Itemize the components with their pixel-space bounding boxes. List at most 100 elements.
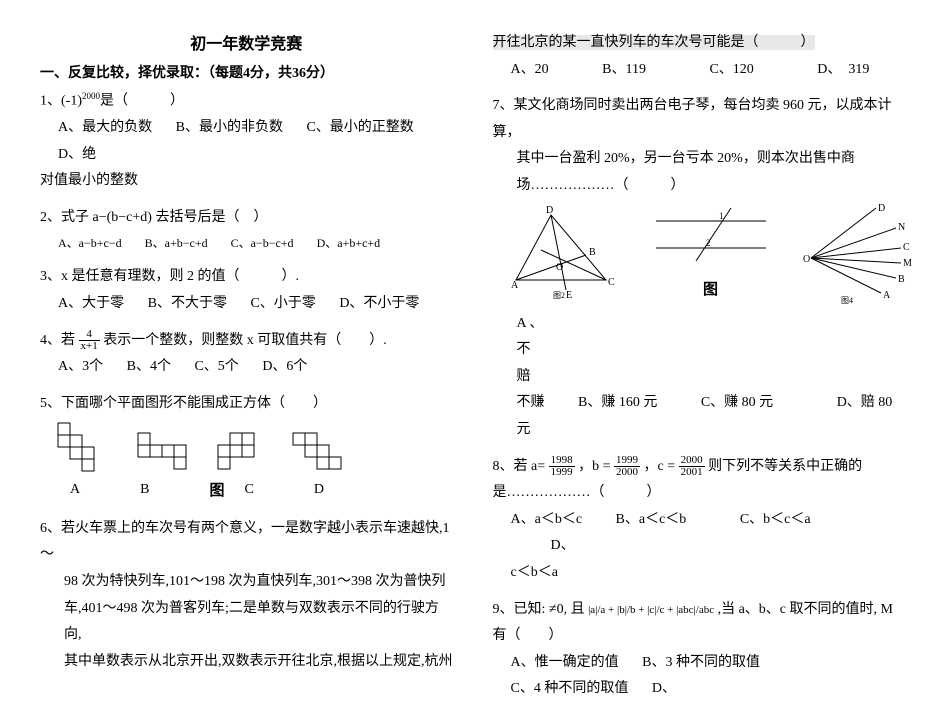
q2-options: A、a−b+c−d B、a+b−c+d C、a−b−c+d D、a+b+c+d bbox=[40, 232, 453, 255]
question-1: 1、(-1)2000是（ ） A、最大的负数 B、最小的非负数 C、最小的正整数… bbox=[40, 88, 453, 195]
q1-optC: C、最小的正整数 bbox=[306, 120, 413, 135]
cube-net-d bbox=[293, 433, 353, 473]
q2-optA: A、a−b+c−d bbox=[58, 236, 122, 250]
q1-exp: 2000 bbox=[82, 91, 100, 101]
q4-stem-line: 4、若 4 x+1 表示一个整数，则整数 x 可取值共有（ ）. bbox=[40, 328, 453, 355]
tri-C: C bbox=[608, 277, 615, 288]
q8-stem1: 8、若 a= bbox=[493, 459, 546, 474]
q8-optC: C、b＜c＜a bbox=[740, 512, 811, 527]
q4-optC: C、5个 bbox=[194, 359, 238, 374]
q7-optD2: 元 bbox=[493, 422, 531, 437]
ray-D: D bbox=[878, 203, 885, 214]
question-4: 4、若 4 x+1 表示一个整数，则整数 x 可取值共有（ ）. A、3个 B、… bbox=[40, 328, 453, 381]
q4-frac-den: x+1 bbox=[79, 341, 100, 352]
question-7: 7、某文化商场同时卖出两台电子琴，每台均卖 960 元，以成本计算， 其中一台盈… bbox=[493, 93, 906, 443]
q1-options: A、最大的负数 B、最小的非负数 C、最小的正整数 D、绝 bbox=[40, 115, 453, 168]
q4-options: A、3个 B、4个 C、5个 D、6个 bbox=[40, 354, 453, 381]
ray-C: C bbox=[903, 242, 910, 253]
q5-labelC: C bbox=[244, 477, 253, 506]
q3-optD: D、不小于零 bbox=[339, 296, 419, 311]
q2-optC: C、a−b−c+d bbox=[231, 236, 294, 250]
q8-stem3: ，c = bbox=[644, 459, 676, 474]
tri-A: A bbox=[511, 280, 519, 291]
q9-optA: A、惟一确定的值 bbox=[511, 655, 619, 670]
q4-optD: D、6个 bbox=[262, 359, 307, 374]
q7-l3-line: 场（ ） bbox=[493, 173, 906, 200]
q2-optB: B、a+b−c+d bbox=[145, 236, 208, 250]
question-8: 8、若 a= 19981999 ，b = 19992000 ，c = 20002… bbox=[493, 454, 906, 587]
question-6-cont: 开往北京的某一直快列车的车次号可能是（ ） A、20 B、119 C、120 D… bbox=[493, 30, 906, 83]
tri-B: B bbox=[589, 247, 596, 258]
parallel-lines-diagram: 1 2 bbox=[651, 206, 771, 266]
q3-optC: C、小于零 bbox=[250, 296, 315, 311]
q8-stem4: 则下列不等关系中正确的 bbox=[708, 459, 862, 474]
q5-figLabel: 图 bbox=[209, 477, 224, 506]
ray-B: B bbox=[898, 274, 905, 285]
question-5: 5、下面哪个平面图形不能围成正方体（ ） bbox=[40, 391, 453, 506]
q6-options: A、20 B、119 C、120 D、 319 bbox=[493, 57, 906, 84]
fig-label: 图 bbox=[651, 276, 771, 305]
q8-c-den: 2001 bbox=[679, 467, 705, 478]
q1-optA: A、最大的负数 bbox=[58, 120, 152, 135]
q1-optB: B、最小的非负数 bbox=[176, 120, 283, 135]
q4-optB: B、4个 bbox=[127, 359, 171, 374]
cube-net-a bbox=[58, 423, 118, 473]
q7-optD: D、赔 80 bbox=[837, 395, 893, 410]
q5-labels: A B 图 C D bbox=[40, 477, 453, 506]
q6-l4: 其中单数表示从北京开出,双数表示开往北京,根据以上规定,杭州 bbox=[40, 649, 453, 676]
q8-a-den: 1999 bbox=[549, 467, 575, 478]
angle-2: 2 bbox=[706, 238, 711, 248]
q9-stem1: 9、已知: ≠0, 且 bbox=[493, 602, 585, 617]
q7-l3: 场 bbox=[517, 178, 531, 193]
q4-optA: A、3个 bbox=[58, 359, 103, 374]
q7-options: A 、 不 赔 不赚 B、赚 160 元 C、赚 80 元 D、赔 80 元 bbox=[493, 311, 906, 444]
q9-optB: B、3 种不同的取值 bbox=[642, 655, 760, 670]
q6-l5-text: 开往北京的某一直快列车的车次号可能是（ ） bbox=[493, 35, 815, 50]
q9-expr: |a|/a + |b|/b + |c|/c + |abc|/abc bbox=[588, 604, 714, 616]
dotted-line-2 bbox=[507, 485, 591, 500]
right-column: 开往北京的某一直快列车的车次号可能是（ ） A、20 B、119 C、120 D… bbox=[493, 30, 906, 713]
q5-labelD: D bbox=[314, 477, 324, 506]
q1-optD: D、绝 bbox=[58, 147, 96, 162]
q8-b-den: 2000 bbox=[614, 467, 640, 478]
q3-optA: A、大于零 bbox=[58, 296, 124, 311]
section-header: 一、反复比较，择优录取：（每题4分，共36分） bbox=[40, 62, 453, 82]
q6-optB: B、119 bbox=[602, 62, 646, 77]
rays-diagram: O D N C M B A 图4 bbox=[801, 208, 911, 303]
q6-l1: 6、若火车票上的车次号有两个意义，一是数字越小表示车速越快,1～ bbox=[40, 516, 453, 569]
q7-l1: 7、某文化商场同时卖出两台电子琴，每台均卖 960 元，以成本计算， bbox=[493, 93, 906, 146]
q8-stem5tail: （ ） bbox=[591, 485, 661, 500]
cube-net-b bbox=[138, 433, 198, 473]
q6-optA: A、20 bbox=[511, 62, 549, 77]
q9-optC: C、4 种不同的取值 bbox=[511, 681, 629, 696]
q9-options: A、惟一确定的值 B、3 种不同的取值 C、4 种不同的取值 D、 bbox=[493, 650, 906, 703]
question-3: 3、x 是任意有理数，则 2 的值（ ）. A、大于零 B、不大于零 C、小于零… bbox=[40, 264, 453, 317]
question-9: 9、已知: ≠0, 且 |a|/a + |b|/b + |c|/c + |abc… bbox=[493, 597, 906, 703]
q7-optA-l1: 不 bbox=[493, 342, 531, 357]
q8-frac-b: 19992000 bbox=[614, 455, 640, 478]
q1-stem2: 是（ ） bbox=[100, 94, 184, 109]
q5-figures bbox=[40, 423, 453, 473]
q8-optB: B、a＜c＜b bbox=[616, 512, 687, 527]
question-6: 6、若火车票上的车次号有两个意义，一是数字越小表示车速越快,1～ 98 次为特快… bbox=[40, 516, 453, 676]
q6-optD: D、 319 bbox=[817, 62, 869, 77]
q6-optC: C、120 bbox=[709, 62, 753, 77]
parallel-lines-block: 1 2 图 bbox=[651, 206, 771, 305]
q7-optA-l2: 赔 bbox=[493, 369, 531, 384]
dotted-line bbox=[531, 178, 615, 193]
tri-D: D bbox=[546, 205, 553, 216]
q8-stem5-line: 是（ ） bbox=[493, 480, 906, 507]
page-title: 初一年数学竞赛 bbox=[40, 30, 453, 54]
q9-stem-line: 9、已知: ≠0, 且 |a|/a + |b|/b + |c|/c + |abc… bbox=[493, 597, 906, 650]
q7-optA-l3: 不赚 bbox=[493, 395, 545, 410]
q8-optD: D、 bbox=[551, 538, 575, 553]
ray-A: A bbox=[883, 290, 891, 301]
q8-options: A、a＜b＜c B、a＜c＜b C、b＜c＜a D、 bbox=[493, 507, 906, 560]
q4-stem1: 4、若 bbox=[40, 333, 75, 348]
triangle-diagram: A C D B E O 图2 bbox=[511, 210, 621, 300]
ray-O: O bbox=[803, 254, 810, 265]
q7-optA-pre: A 、 bbox=[493, 316, 544, 331]
ray-N: N bbox=[898, 222, 905, 233]
q5-labelB: B bbox=[140, 477, 149, 506]
q7-l2: 其中一台盈利 20%，另一台亏本 20%，则本次出售中商 bbox=[493, 146, 906, 173]
